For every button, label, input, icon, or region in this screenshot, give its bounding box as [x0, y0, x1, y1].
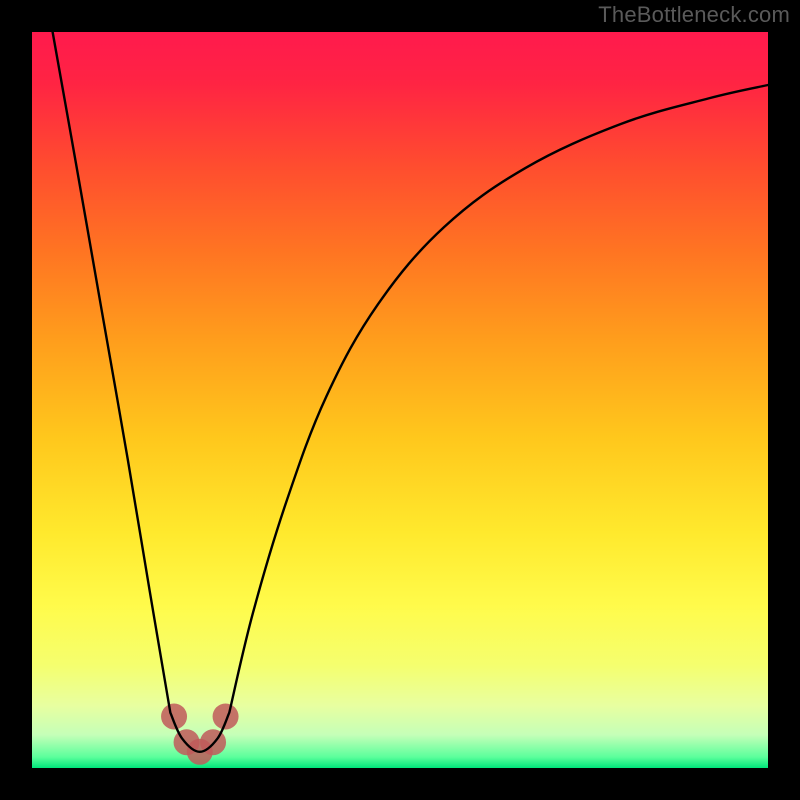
frame-left: [0, 0, 32, 800]
plot-background: [32, 32, 768, 768]
frame-right: [768, 0, 800, 800]
frame-bottom: [0, 768, 800, 800]
trough-marker: [161, 703, 187, 729]
trough-marker: [213, 703, 239, 729]
watermark-text: TheBottleneck.com: [598, 2, 790, 28]
bottleneck-plot: [0, 0, 800, 800]
